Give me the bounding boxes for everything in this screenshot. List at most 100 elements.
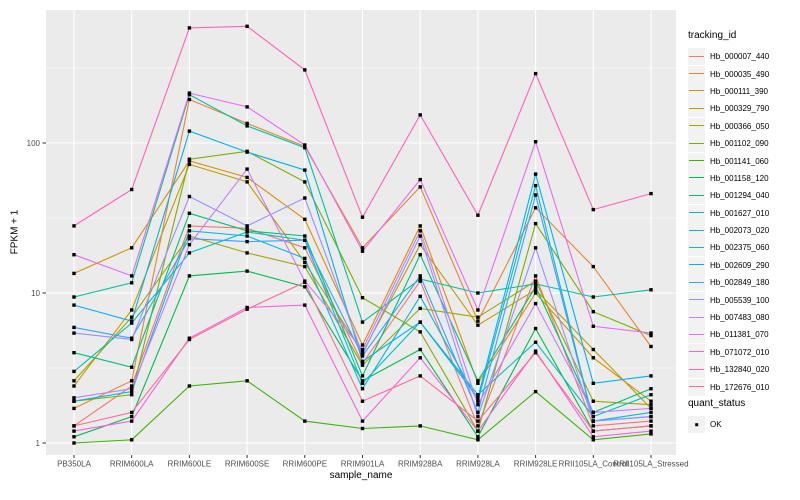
- data-point: [649, 424, 653, 428]
- legend-key-swatch: [688, 256, 705, 274]
- legend-key-swatch: [688, 204, 705, 222]
- legend-key-swatch: [688, 326, 705, 344]
- legend-line-icon: [689, 125, 704, 127]
- quant-ok-key-swatch: [688, 416, 705, 434]
- legend-item-label: Hb_132840_020: [710, 365, 770, 375]
- data-point: [245, 234, 249, 238]
- data-point: [360, 320, 365, 324]
- data-point: [360, 399, 365, 403]
- data-point: [649, 410, 653, 415]
- data-point: [360, 419, 365, 423]
- legend-key-swatch: [688, 239, 705, 257]
- data-point: [72, 351, 76, 355]
- legend-item: Hb_002073_020: [688, 222, 769, 240]
- legend-line-icon: [689, 177, 704, 179]
- legend-line-icon: [689, 246, 704, 248]
- data-point: [245, 175, 249, 180]
- legend-item: Hb_001158_120: [688, 169, 769, 187]
- data-point: [360, 363, 365, 367]
- y-tick-label: 10: [31, 289, 40, 298]
- data-point: [476, 396, 480, 400]
- data-point: [72, 369, 76, 374]
- legend-line-icon: [689, 333, 704, 335]
- data-point: [649, 191, 653, 196]
- data-point: [245, 167, 249, 171]
- legend-item: Hb_007483_080: [688, 309, 769, 327]
- legend-item-label: Hb_000035_490: [710, 69, 770, 79]
- data-point: [303, 234, 307, 238]
- data-point: [418, 356, 422, 360]
- data-point: [360, 347, 365, 352]
- x-tick-label: RRII105LA_Control: [559, 460, 629, 469]
- legend-item-ok: OK: [688, 416, 745, 434]
- data-point: [533, 183, 538, 188]
- data-point: [418, 113, 422, 117]
- data-point: [476, 429, 480, 433]
- data-point: [187, 234, 192, 238]
- legend-item: Hb_071072_010: [688, 343, 769, 361]
- data-point: [591, 381, 595, 385]
- legend-item: Hb_001294_040: [688, 187, 770, 205]
- legend-key-swatch: [688, 169, 705, 187]
- data-point: [591, 410, 595, 415]
- legend-item-label: Hb_000366_050: [710, 121, 770, 131]
- data-point: [591, 419, 595, 423]
- data-point: [476, 323, 480, 327]
- legend-line-icon: [689, 55, 704, 57]
- legend-key-swatch: [688, 100, 705, 118]
- legend-item: Hb_002849_180: [688, 274, 769, 292]
- legend-tracking-id: tracking_id Hb_000007_440 Hb_000035_490 Hb…: [688, 30, 769, 396]
- legend-item: Hb_000007_440: [688, 48, 769, 66]
- data-point: [649, 288, 653, 292]
- data-point: [303, 280, 307, 284]
- data-point: [591, 424, 595, 428]
- legend-item-label: OK: [710, 420, 722, 430]
- legend-key-swatch: [688, 117, 705, 135]
- y-tick-label: 100: [27, 139, 41, 148]
- data-point: [245, 307, 249, 311]
- data-point: [187, 162, 192, 167]
- data-point: [591, 324, 595, 328]
- data-point: [476, 319, 480, 323]
- data-point: [360, 246, 365, 250]
- data-point: [649, 429, 653, 433]
- legend-item-label: Hb_001294_040: [710, 191, 770, 201]
- data-point: [476, 435, 480, 439]
- data-point: [245, 226, 249, 230]
- legend-line-icon: [689, 212, 704, 214]
- data-point: [649, 331, 653, 335]
- data-point: [591, 310, 595, 314]
- data-point: [533, 206, 538, 210]
- data-point: [130, 419, 134, 423]
- data-point: [476, 438, 480, 442]
- data-point: [130, 274, 134, 278]
- legend-tracking-id-title: tracking_id: [688, 30, 737, 41]
- legend-line-icon: [689, 264, 704, 266]
- data-point: [360, 387, 365, 391]
- data-point: [187, 229, 192, 233]
- data-point: [245, 239, 249, 244]
- y-axis-title: FPKM + 1: [9, 209, 21, 255]
- legend-item: Hb_011381_070: [688, 326, 769, 344]
- data-point: [418, 330, 422, 334]
- data-point: [360, 249, 365, 253]
- data-point: [187, 337, 192, 342]
- data-point: [130, 337, 134, 342]
- data-point: [72, 295, 76, 299]
- x-tick-label: RRIM928LE: [514, 460, 558, 469]
- data-point: [649, 406, 653, 411]
- data-point: [476, 291, 480, 295]
- legend-item-label: Hb_002609_290: [710, 260, 770, 270]
- data-point: [649, 414, 653, 419]
- data-point: [533, 282, 538, 286]
- data-point: [533, 172, 538, 176]
- data-point: [130, 321, 134, 325]
- data-point: [303, 238, 307, 242]
- data-point: [533, 351, 538, 355]
- data-point: [533, 279, 538, 283]
- data-point: [303, 146, 307, 150]
- legend-key-swatch: [688, 48, 705, 66]
- data-point: [591, 429, 595, 433]
- data-point: [245, 150, 249, 154]
- data-point: [187, 194, 192, 199]
